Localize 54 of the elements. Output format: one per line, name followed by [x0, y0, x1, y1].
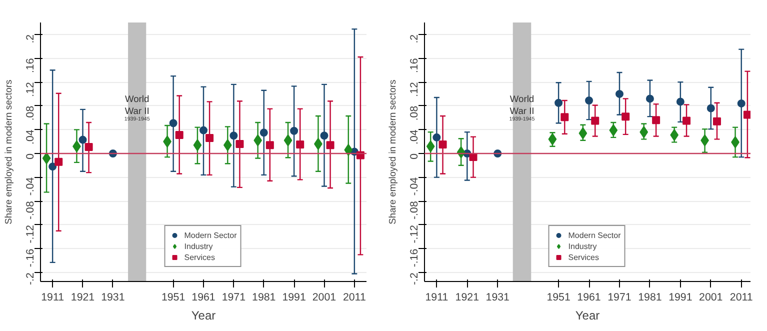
x-tick-label: 1951	[546, 292, 570, 304]
x-tick-label: 1961	[577, 292, 601, 304]
x-tick-label: 2001	[312, 292, 336, 304]
x-tick-label: 1931	[486, 292, 510, 304]
y-tick-label: .04	[408, 130, 420, 144]
x-tick-label: 1981	[252, 292, 276, 304]
y-tick-label: 0	[408, 153, 420, 160]
x-tick-label: 1991	[668, 292, 692, 304]
x-tick-label: 1911	[425, 292, 448, 304]
x-tick-label: 2011	[342, 292, 366, 304]
legend-label: Modern Sector	[184, 230, 237, 240]
band-label: World War II	[124, 94, 150, 116]
band-label: World War II	[510, 94, 534, 116]
y-tick-label: -.12	[408, 224, 420, 244]
y-tick-label: .08	[24, 106, 36, 121]
x-axis-title: Year	[191, 308, 216, 322]
y-tick-label: .16	[24, 58, 36, 74]
y-tick-label: -.04	[24, 177, 36, 196]
y-tick-label: .16	[408, 58, 420, 74]
legend-label: Services	[568, 252, 599, 262]
x-tick-label: 1981	[638, 292, 662, 304]
legend-label: Industry	[568, 241, 597, 251]
x-tick-label: 1911	[41, 292, 64, 304]
y-tick-label: -.04	[408, 177, 420, 196]
y-tick-label: .2	[24, 34, 36, 44]
x-tick-label: 2001	[699, 292, 723, 304]
x-tick-label: 1921	[70, 292, 95, 304]
y-tick-label: .08	[408, 106, 420, 121]
x-axis-title: Year	[575, 308, 600, 322]
y-tick-label: -.2	[24, 272, 36, 286]
x-tick-label: 1931	[101, 292, 125, 304]
y-tick-label: .2	[408, 34, 420, 44]
legend-label: Industry	[184, 241, 213, 251]
y-tick-label: .12	[24, 82, 36, 97]
legend-label: Modern Sector	[568, 230, 621, 240]
x-tick-label: 1991	[282, 292, 306, 304]
y-axis-title: Share employed in modern sectors	[388, 79, 398, 224]
x-tick-label: 2011	[730, 292, 753, 304]
x-tick-label: 1921	[455, 292, 480, 304]
y-tick-label: 0	[24, 153, 36, 160]
x-tick-label: 1971	[222, 292, 246, 304]
y-tick-label: .04	[24, 130, 36, 144]
y-tick-label: -.16	[408, 248, 420, 268]
y-tick-label: -.2	[408, 272, 420, 286]
y-tick-label: -.08	[24, 201, 36, 220]
x-tick-label: 1971	[608, 292, 632, 304]
y-tick-label: -.16	[24, 248, 36, 268]
y-tick-label: -.08	[408, 201, 420, 220]
legend-label: Services	[184, 252, 215, 262]
y-tick-label: .12	[408, 82, 420, 97]
y-axis-title: Share employed in modern sectors	[4, 79, 14, 224]
x-tick-label: 1961	[192, 292, 216, 304]
y-tick-label: -.12	[24, 224, 36, 244]
x-tick-label: 1951	[161, 292, 186, 304]
